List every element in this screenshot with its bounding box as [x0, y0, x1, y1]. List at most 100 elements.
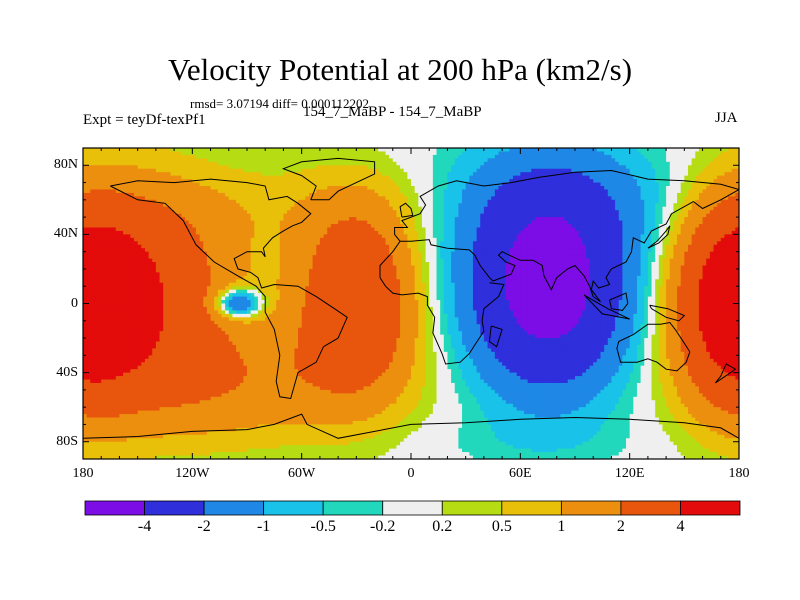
field-cell	[185, 155, 189, 159]
field-cell	[560, 231, 564, 235]
field-cell	[695, 210, 699, 214]
field-cell	[681, 200, 685, 204]
field-cell	[601, 210, 605, 214]
field-cell	[444, 193, 448, 197]
field-cell	[699, 162, 703, 166]
field-cell	[673, 169, 677, 173]
field-cell	[531, 238, 535, 242]
field-cell	[152, 231, 156, 235]
field-cell	[87, 238, 91, 242]
field-cell	[378, 231, 382, 235]
field-cell	[458, 162, 462, 166]
field-cell	[502, 176, 506, 180]
field-cell	[145, 224, 149, 228]
field-cell	[484, 217, 488, 221]
field-cell	[273, 210, 277, 214]
field-cell	[327, 169, 331, 173]
field-cell	[214, 193, 218, 197]
field-cell	[167, 186, 171, 190]
field-cell	[214, 155, 218, 159]
field-cell	[225, 176, 229, 180]
field-cell	[491, 148, 495, 152]
field-cell	[105, 241, 109, 245]
field-cell	[203, 207, 207, 211]
field-cell	[356, 148, 360, 152]
field-cell	[433, 193, 437, 197]
field-cell	[451, 169, 455, 173]
field-cell	[138, 207, 142, 211]
field-cell	[681, 169, 685, 173]
field-cell	[258, 155, 262, 159]
field-cell	[502, 217, 506, 221]
field-cell	[608, 217, 612, 221]
field-cell	[415, 176, 419, 180]
field-cell	[469, 210, 473, 214]
field-cell	[608, 193, 612, 197]
field-cell	[495, 186, 499, 190]
field-cell	[254, 169, 258, 173]
field-cell	[247, 186, 251, 190]
field-cell	[313, 231, 317, 235]
field-cell	[539, 162, 543, 166]
field-cell	[269, 179, 273, 183]
field-cell	[258, 148, 262, 152]
field-cell	[440, 179, 444, 183]
field-cell	[138, 162, 142, 166]
field-cell	[721, 238, 725, 242]
field-cell	[713, 193, 717, 197]
field-cell	[670, 169, 674, 173]
field-cell	[469, 186, 473, 190]
field-cell	[207, 169, 211, 173]
field-cell	[262, 176, 266, 180]
field-cell	[513, 241, 517, 245]
field-cell	[462, 217, 466, 221]
field-cell	[305, 162, 309, 166]
field-cell	[568, 193, 572, 197]
field-cell	[276, 217, 280, 221]
field-cell	[495, 148, 499, 152]
field-cell	[371, 238, 375, 242]
field-cell	[601, 148, 605, 152]
field-cell	[200, 241, 204, 245]
field-cell	[316, 241, 320, 245]
field-cell	[670, 200, 674, 204]
field-cell	[590, 155, 594, 159]
field-cell	[375, 186, 379, 190]
field-cell	[262, 231, 266, 235]
field-cell	[134, 224, 138, 228]
field-cell	[571, 238, 575, 242]
field-cell	[203, 169, 207, 173]
field-cell	[695, 217, 699, 221]
field-cell	[684, 148, 688, 152]
field-cell	[477, 217, 481, 221]
field-cell	[498, 210, 502, 214]
field-cell	[105, 224, 109, 228]
field-cell	[327, 148, 331, 152]
field-cell	[447, 224, 451, 228]
field-cell	[659, 155, 663, 159]
field-cell	[119, 238, 123, 242]
field-cell	[713, 155, 717, 159]
field-cell	[455, 207, 459, 211]
field-cell	[349, 238, 353, 242]
field-cell	[560, 217, 564, 221]
field-cell	[513, 169, 517, 173]
field-cell	[579, 179, 583, 183]
field-cell	[101, 210, 105, 214]
field-cell	[637, 210, 641, 214]
field-cell	[356, 155, 360, 159]
field-cell	[178, 155, 182, 159]
field-cell	[331, 210, 335, 214]
field-cell	[593, 217, 597, 221]
field-cell	[116, 200, 120, 204]
field-cell	[211, 241, 215, 245]
field-cell	[601, 176, 605, 180]
field-cell	[429, 207, 433, 211]
field-cell	[152, 241, 156, 245]
field-cell	[535, 224, 539, 228]
field-cell	[163, 241, 167, 245]
field-cell	[163, 193, 167, 197]
field-cell	[637, 217, 641, 221]
field-cell	[254, 200, 258, 204]
field-cell	[582, 241, 586, 245]
